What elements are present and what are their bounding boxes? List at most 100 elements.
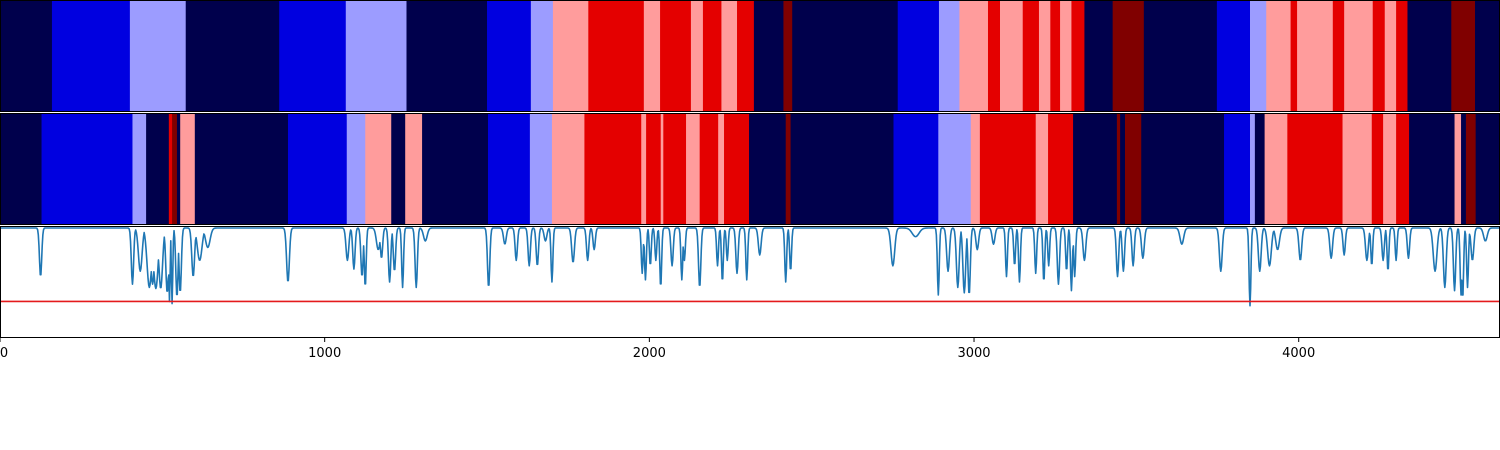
state-segment — [959, 0, 989, 112]
state-segment — [690, 0, 704, 112]
state-segment — [1073, 113, 1118, 225]
state-segment — [168, 113, 173, 225]
line-panel — [0, 226, 1500, 338]
state-segment — [0, 113, 42, 225]
state-segment — [1143, 0, 1218, 112]
state-segment — [1342, 113, 1373, 225]
state-segment — [1112, 0, 1145, 112]
state-segment — [287, 113, 348, 225]
state-segment — [180, 113, 196, 225]
state-segment — [1475, 0, 1500, 112]
state-segment — [1050, 0, 1061, 112]
x-tick-label: 3000 — [957, 346, 990, 361]
state-segment — [529, 113, 553, 225]
state-segment — [643, 0, 661, 112]
state-segment — [279, 0, 347, 112]
state-segment — [893, 113, 939, 225]
state-segment — [1332, 0, 1345, 112]
state-segment — [346, 113, 366, 225]
state-segment — [1287, 113, 1343, 225]
state-segment — [660, 0, 692, 112]
state-segment — [938, 113, 972, 225]
state-segment — [129, 0, 187, 112]
state-segment — [51, 0, 131, 112]
state-segment — [686, 113, 701, 225]
state-segment — [551, 113, 585, 225]
state-segment — [702, 0, 722, 112]
state-segment — [487, 113, 531, 225]
state-segment — [1022, 0, 1040, 112]
state-segment — [753, 0, 784, 112]
state-segment — [422, 113, 489, 225]
state-segment — [1372, 0, 1386, 112]
state-segment — [1250, 0, 1267, 112]
state-segment — [365, 113, 392, 225]
state-segment — [132, 113, 147, 225]
state-segment — [1264, 113, 1288, 225]
state-segment — [749, 113, 787, 225]
state-segment — [1290, 0, 1298, 112]
state-segment — [1451, 0, 1476, 112]
state-segment — [405, 113, 423, 225]
state-segment — [938, 0, 960, 112]
state-segment — [345, 0, 407, 112]
state-segment — [1224, 113, 1251, 225]
state-segment — [1116, 113, 1121, 225]
state-segment — [987, 0, 1001, 112]
state-segment — [783, 0, 793, 112]
state-segment — [588, 0, 645, 112]
x-tick-label: 0 — [0, 346, 8, 361]
state-segment — [1125, 113, 1142, 225]
state-segment — [1465, 113, 1477, 225]
state-segment — [194, 113, 289, 225]
line-panel-background — [0, 226, 1500, 338]
state-segment — [1048, 113, 1074, 225]
state-segment — [1475, 113, 1500, 225]
state-segment — [663, 113, 687, 225]
x-tick-label: 1000 — [308, 346, 341, 361]
state-segment — [718, 113, 725, 225]
state-segment — [1407, 0, 1452, 112]
state-track-1 — [0, 0, 1500, 112]
state-segment — [146, 113, 170, 225]
state-segment — [1297, 0, 1334, 112]
state-segment — [897, 0, 940, 112]
state-segment — [1384, 0, 1397, 112]
state-segment — [584, 113, 642, 225]
state-segment — [1120, 113, 1126, 225]
x-tick-label: 2000 — [633, 346, 666, 361]
state-segment — [185, 0, 280, 112]
state-segment — [737, 0, 755, 112]
state-segment — [487, 0, 532, 112]
state-segment — [1383, 113, 1397, 225]
state-segment — [1000, 0, 1024, 112]
state-segment — [979, 113, 1037, 225]
state-segment — [1409, 113, 1455, 225]
state-segment — [699, 113, 719, 225]
state-segment — [660, 113, 664, 225]
state-segment — [530, 0, 554, 112]
state-segment — [641, 113, 647, 225]
state-segment — [1038, 0, 1051, 112]
state-segment — [172, 113, 178, 225]
state-segment — [785, 113, 791, 225]
state-segment — [1254, 113, 1266, 225]
state-segment — [1266, 0, 1291, 112]
state-segment — [724, 113, 750, 225]
state-segment — [646, 113, 662, 225]
state-segment — [1396, 0, 1408, 112]
state-segment — [391, 113, 406, 225]
state-segment — [552, 0, 589, 112]
state-segment — [41, 113, 133, 225]
state-segment — [1454, 113, 1462, 225]
state-track-2 — [0, 113, 1500, 225]
state-segment — [721, 0, 738, 112]
state-segment — [1344, 0, 1374, 112]
state-segment — [1461, 113, 1467, 225]
state-segment — [406, 0, 488, 112]
state-segment — [1084, 0, 1114, 112]
state-segment — [1250, 113, 1256, 225]
state-segment — [1060, 0, 1072, 112]
state-segment — [790, 113, 894, 225]
